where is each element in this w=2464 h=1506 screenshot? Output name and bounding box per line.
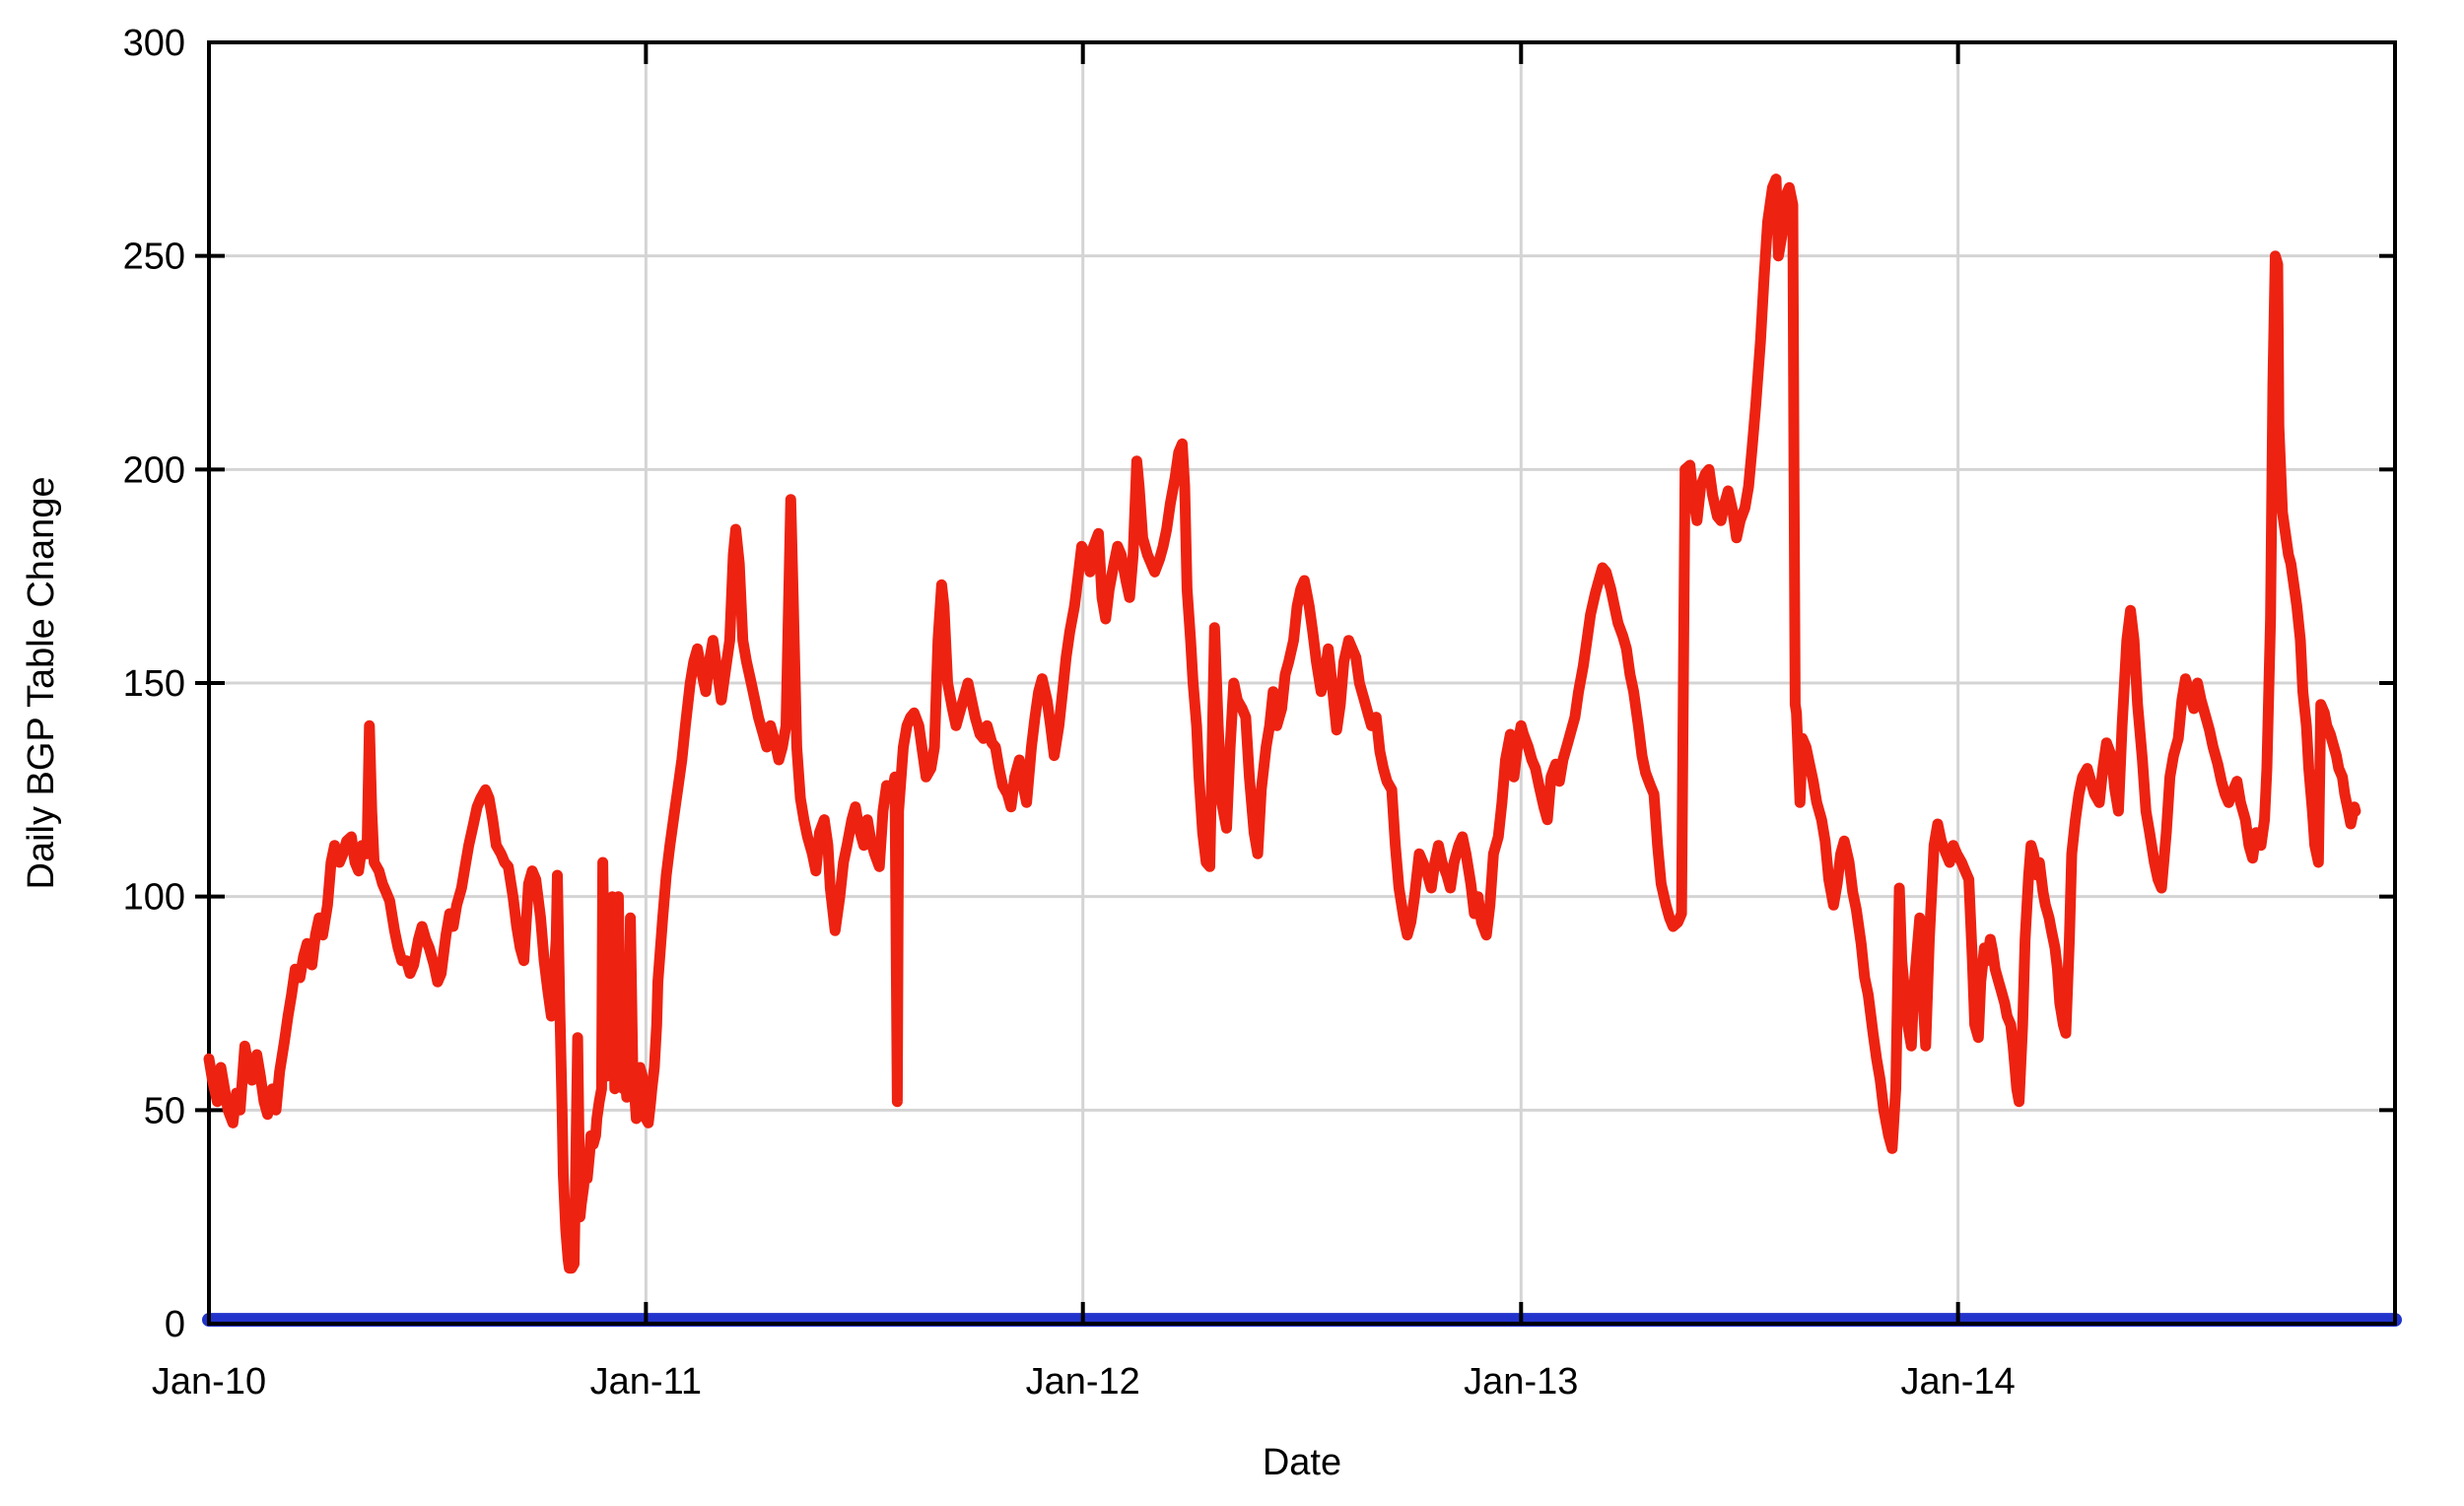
y-tick-label: 100	[123, 877, 185, 919]
grid-lines	[209, 42, 2395, 1324]
y-axis-title: Daily BGP Table Change	[21, 477, 62, 890]
x-tick-label: Jan-14	[1901, 1361, 2016, 1403]
x-tick-label: Jan-11	[590, 1361, 702, 1403]
data-series-layer	[203, 173, 2361, 1274]
axis-labels: Date Daily BGP Table Change 0 50 100 150 200…	[21, 23, 2016, 1483]
x-tick-label: Jan-10	[152, 1361, 266, 1403]
x-tick-label: Jan-13	[1464, 1361, 1578, 1403]
x-tick-label: Jan-12	[1026, 1361, 1140, 1403]
y-tick-label: 0	[165, 1304, 185, 1345]
y-tick-label: 300	[123, 23, 185, 64]
axis-ticks	[195, 42, 2395, 1324]
y-tick-label: 50	[144, 1090, 185, 1131]
daily-bgp-table-change-line	[203, 173, 2361, 1274]
y-tick-label: 150	[123, 663, 185, 705]
y-tick-label: 200	[123, 449, 185, 491]
y-tick-label: 250	[123, 237, 185, 278]
x-axis-title: Date	[1263, 1442, 1341, 1483]
